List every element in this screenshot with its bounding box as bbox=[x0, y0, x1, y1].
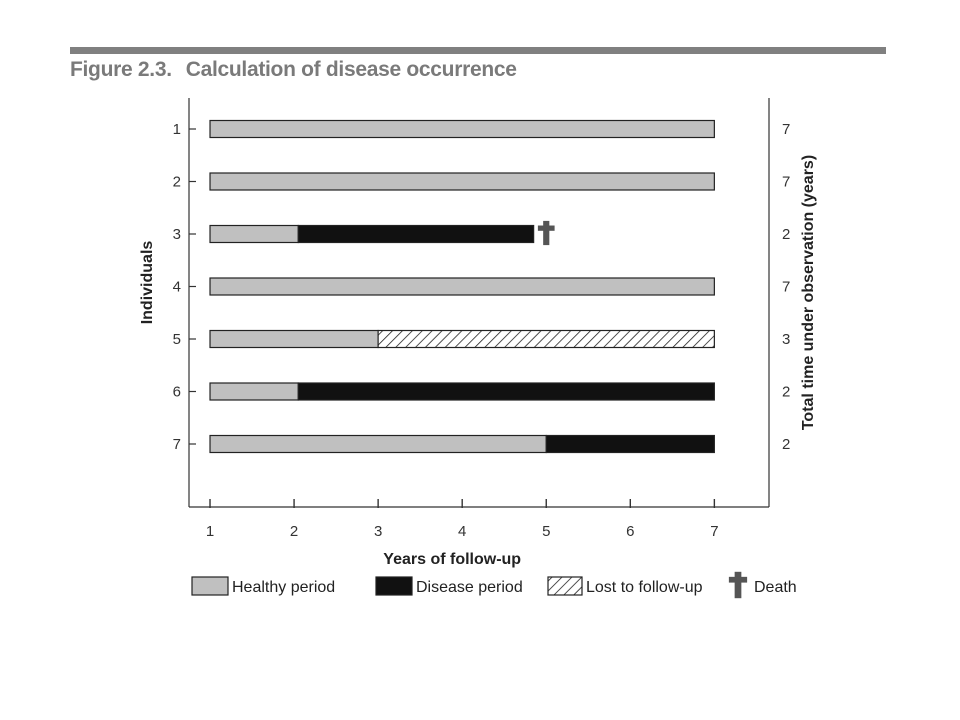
individual-label: 6 bbox=[173, 384, 181, 401]
healthy-segment bbox=[209, 382, 299, 401]
individual-label: 1 bbox=[173, 121, 181, 138]
legend-swatch-disease bbox=[375, 576, 413, 596]
figure-title: Figure 2.3. Calculation of disease occurr… bbox=[70, 58, 517, 82]
death-cross-stem bbox=[543, 220, 550, 246]
figure-title-text: Calculation of disease occurrence bbox=[185, 58, 517, 81]
total-time-label: 7 bbox=[782, 121, 790, 138]
legend-swatch-healthy bbox=[191, 576, 229, 596]
healthy-segment bbox=[209, 434, 547, 454]
individual-label: 5 bbox=[173, 331, 181, 348]
death-cross-bar bbox=[537, 225, 555, 231]
y-axis-label: Individuals bbox=[139, 241, 156, 325]
title-rule bbox=[70, 47, 886, 54]
total-time-label: 7 bbox=[782, 279, 790, 296]
x-tick-label: 1 bbox=[206, 523, 214, 540]
x-axis-label: Years of follow-up bbox=[383, 551, 521, 568]
disease-segment bbox=[545, 434, 715, 454]
legend-label: Disease period bbox=[416, 579, 523, 596]
y2-axis-label: Total time under observation (years) bbox=[800, 155, 817, 430]
legend-label: Healthy period bbox=[232, 579, 335, 596]
x-tick-label: 3 bbox=[374, 523, 382, 540]
death-cross-bar bbox=[728, 576, 748, 583]
disease-segment bbox=[297, 382, 715, 401]
legend: Healthy period Disease period Lost to foll… bbox=[191, 571, 797, 599]
healthy-segment bbox=[209, 224, 299, 244]
total-time-label: 7 bbox=[782, 174, 790, 191]
plot-area: 1 2 3 4 5 6 7 Years of follow-up Individuals Tota… bbox=[139, 98, 817, 568]
death-cross-stem bbox=[734, 571, 742, 599]
legend-death-icon bbox=[728, 571, 748, 599]
total-time-label: 3 bbox=[782, 331, 790, 348]
x-tick-label: 7 bbox=[710, 523, 718, 540]
lost-segment bbox=[377, 329, 715, 349]
x-tick-label: 6 bbox=[626, 523, 634, 540]
individual-label: 7 bbox=[173, 436, 181, 453]
total-time-label: 2 bbox=[782, 436, 790, 453]
individual-label: 3 bbox=[173, 226, 181, 243]
legend-swatch-lost bbox=[547, 576, 583, 596]
individual-label: 2 bbox=[173, 174, 181, 191]
disease-segment bbox=[297, 224, 535, 244]
healthy-segment bbox=[209, 172, 715, 191]
x-tick-label: 5 bbox=[542, 523, 550, 540]
healthy-segment bbox=[209, 277, 715, 296]
legend-label: Death bbox=[754, 579, 797, 596]
individual-label: 4 bbox=[173, 279, 181, 296]
figure-label: Figure 2.3. bbox=[70, 58, 172, 81]
total-time-label: 2 bbox=[782, 226, 790, 243]
healthy-segment bbox=[209, 329, 379, 349]
x-tick-label: 2 bbox=[290, 523, 298, 540]
x-tick-label: 4 bbox=[458, 523, 466, 540]
total-time-label: 2 bbox=[782, 384, 790, 401]
healthy-segment bbox=[209, 119, 715, 139]
legend-label: Lost to follow-up bbox=[586, 579, 703, 596]
death-marker bbox=[537, 220, 555, 246]
